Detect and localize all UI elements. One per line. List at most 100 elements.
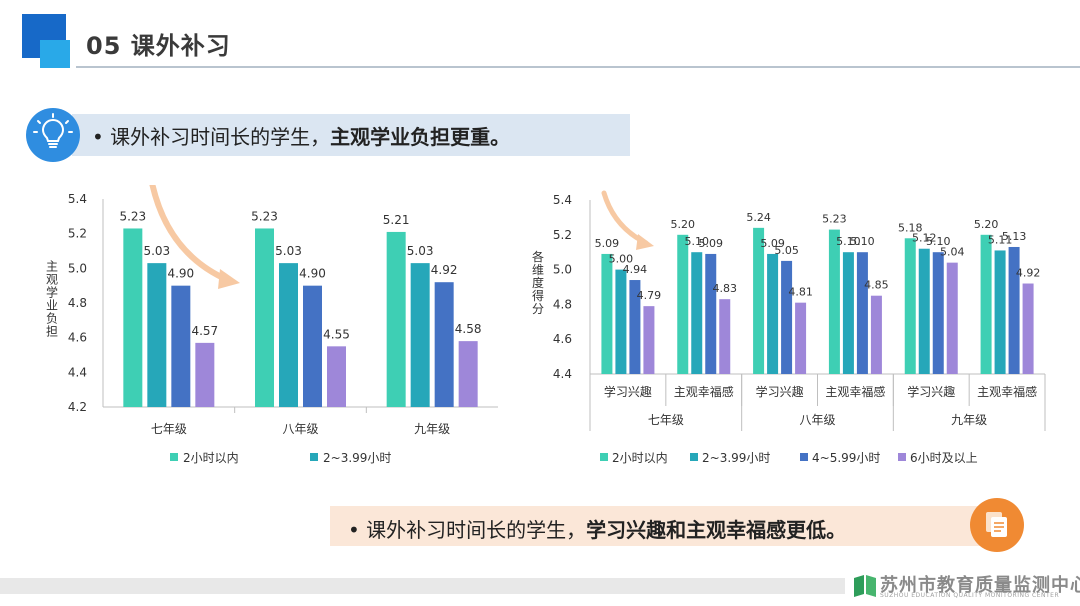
bullet: • bbox=[348, 518, 360, 542]
legend-swatch bbox=[600, 453, 608, 461]
lightbulb-icon bbox=[33, 113, 73, 148]
x-tick-label: 主观幸福感 bbox=[825, 384, 885, 399]
x-tick-label: 主观幸福感 bbox=[977, 384, 1037, 399]
data-label: 4.58 bbox=[455, 322, 482, 336]
y-tick-label: 4.6 bbox=[68, 331, 87, 345]
bar bbox=[123, 228, 143, 407]
trend-arrow-head bbox=[636, 234, 654, 250]
bar bbox=[279, 263, 298, 407]
bar bbox=[918, 248, 930, 374]
bar bbox=[856, 252, 868, 374]
data-label: 4.92 bbox=[1016, 267, 1040, 280]
bar bbox=[677, 234, 689, 374]
y-tick-label: 4.4 bbox=[553, 367, 572, 381]
x-group-label: 九年级 bbox=[951, 413, 987, 427]
bar bbox=[719, 299, 731, 374]
bar bbox=[795, 302, 807, 374]
org-name-cn: 苏州市教育质量监测中心 bbox=[880, 575, 1080, 596]
bar bbox=[629, 280, 641, 374]
bar bbox=[705, 253, 717, 374]
x-tick-label: 主观幸福感 bbox=[674, 384, 734, 399]
org-name-en: SUZHOU EDUCATION QUALITY MONITORING CENT… bbox=[880, 592, 1060, 599]
lightbulb-badge bbox=[26, 108, 80, 162]
legend-label: 2小时以内 bbox=[183, 451, 239, 465]
y-tick-label: 5.2 bbox=[68, 227, 87, 241]
y-tick-label: 4.4 bbox=[68, 365, 87, 379]
data-label: 4.92 bbox=[431, 263, 458, 277]
bar bbox=[946, 262, 958, 374]
data-label: 4.90 bbox=[167, 267, 194, 281]
bar bbox=[932, 252, 944, 374]
finding-emphasis: 学习兴趣和主观幸福感更低。 bbox=[586, 518, 847, 542]
bar bbox=[255, 228, 274, 407]
key-finding-top: • 课外补习时间长的学生，主观学业负担更重。 bbox=[92, 121, 510, 150]
data-label: 5.03 bbox=[143, 244, 170, 258]
data-label: 5.09 bbox=[699, 237, 724, 250]
x-tick-label: 九年级 bbox=[414, 422, 450, 436]
data-label: 5.23 bbox=[822, 213, 847, 226]
bar bbox=[327, 346, 346, 407]
legend-swatch bbox=[800, 453, 808, 461]
chart-interest-happiness: 4.4 4.6 4.8 5.0 5.2 5.4 各维度得分 5.09 5.004.94 4.79 学… bbox=[532, 190, 1046, 465]
x-group-label: 七年级 bbox=[648, 413, 684, 427]
bar bbox=[767, 253, 779, 374]
data-label: 5.11 bbox=[988, 233, 1013, 246]
trend-arrow bbox=[149, 185, 233, 284]
x-tick-label: 七年级 bbox=[151, 422, 187, 436]
footer-bar bbox=[0, 578, 845, 594]
bar bbox=[195, 342, 215, 407]
y-tick-label: 4.2 bbox=[68, 400, 87, 414]
y-tick-label: 5.0 bbox=[553, 263, 572, 277]
bar bbox=[1008, 246, 1020, 374]
data-label: 5.00 bbox=[609, 253, 634, 266]
bar bbox=[434, 282, 454, 407]
bar bbox=[781, 260, 793, 374]
bar bbox=[1022, 283, 1034, 374]
x-tick-label: 学习兴趣 bbox=[907, 384, 955, 399]
legend-swatch bbox=[310, 453, 318, 461]
y-tick-label: 5.0 bbox=[68, 261, 87, 275]
data-label: 5.09 bbox=[595, 237, 620, 250]
key-finding-bottom: • 课外补习时间长的学生，学习兴趣和主观幸福感更低。 bbox=[348, 514, 846, 543]
bar bbox=[643, 306, 655, 374]
bar bbox=[753, 227, 765, 374]
data-label: 5.10 bbox=[926, 235, 951, 248]
bar bbox=[842, 252, 854, 374]
bar bbox=[828, 229, 840, 374]
bullet: • bbox=[92, 125, 104, 149]
data-label: 5.24 bbox=[746, 211, 771, 224]
finding-emphasis: 主观学业负担更重。 bbox=[330, 125, 511, 149]
legend-label: 2~3.99小时 bbox=[702, 451, 770, 465]
data-label: 5.23 bbox=[251, 209, 278, 223]
legend-label: 2小时以内 bbox=[612, 451, 668, 465]
legend-label: 4~5.99小时 bbox=[812, 451, 880, 465]
data-label: 5.20 bbox=[974, 218, 999, 231]
bar bbox=[386, 231, 406, 407]
data-label: 4.85 bbox=[864, 279, 889, 292]
bar bbox=[904, 238, 916, 374]
finding-text: 课外补习时间长的学生， bbox=[366, 518, 587, 542]
y-tick-label: 4.8 bbox=[553, 297, 572, 311]
bar bbox=[171, 285, 191, 407]
data-label: 4.79 bbox=[637, 289, 662, 302]
data-label: 5.09 bbox=[760, 237, 785, 250]
data-label: 5.23 bbox=[119, 209, 146, 223]
data-label: 5.05 bbox=[774, 244, 799, 257]
key-finding-banner-top bbox=[72, 114, 630, 156]
data-label: 5.12 bbox=[912, 232, 937, 245]
data-label: 5.20 bbox=[671, 218, 696, 231]
bar bbox=[980, 234, 992, 374]
data-label: 5.10 bbox=[685, 235, 710, 248]
header-divider bbox=[76, 66, 1080, 68]
chart-workload: 4.2 4.4 4.6 4.8 5.0 5.2 5.4 主观学业负担 5.23 5.03 4.90 4… bbox=[46, 185, 498, 465]
legend-swatch bbox=[170, 453, 178, 461]
x-group-label: 八年级 bbox=[799, 413, 835, 427]
bar bbox=[615, 269, 627, 374]
legend-swatch bbox=[898, 453, 906, 461]
data-label: 5.03 bbox=[275, 244, 302, 258]
data-label: 4.83 bbox=[713, 282, 738, 295]
bar bbox=[458, 341, 478, 407]
data-label: 5.04 bbox=[940, 246, 965, 259]
data-label: 4.55 bbox=[323, 327, 350, 341]
x-tick-label: 学习兴趣 bbox=[604, 384, 652, 399]
